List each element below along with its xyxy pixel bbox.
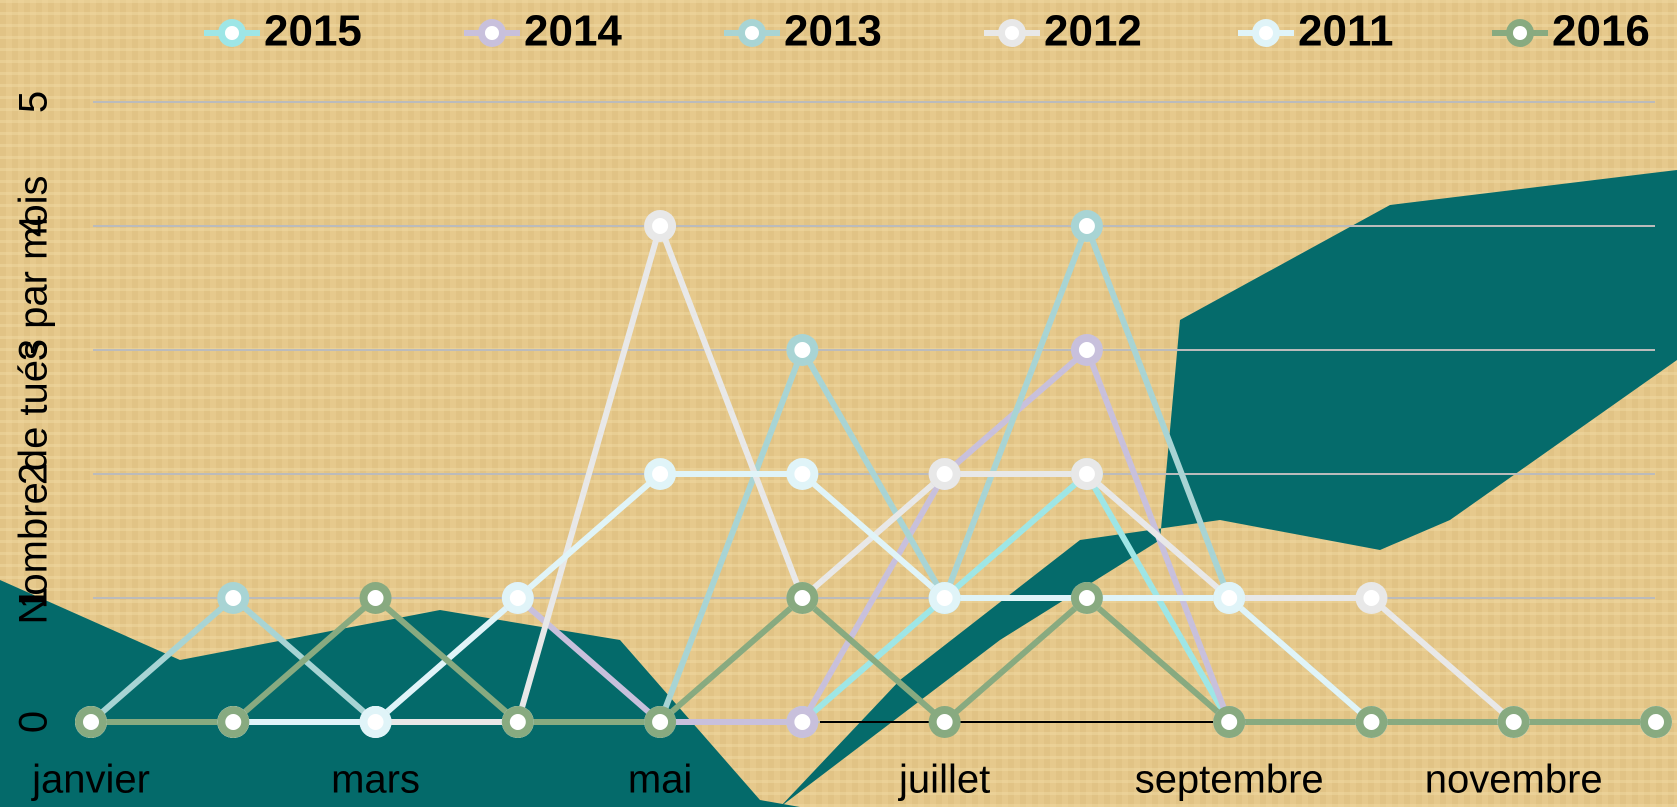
point-center xyxy=(794,466,811,482)
decoration xyxy=(780,170,1677,807)
y-tick-label: 4 xyxy=(12,215,56,237)
point-center xyxy=(1078,466,1095,482)
point-center xyxy=(1221,714,1238,730)
y-tick-label: 1 xyxy=(12,587,56,609)
x-tick-label: juillet xyxy=(898,758,990,802)
legend-label: 2014 xyxy=(524,7,622,56)
legend-label: 2012 xyxy=(1044,7,1142,56)
point-center xyxy=(509,590,526,606)
x-tick-label: septembre xyxy=(1135,758,1324,802)
point-center xyxy=(794,714,811,730)
series-line xyxy=(91,595,1656,725)
legend-marker-center xyxy=(485,26,499,40)
point-center xyxy=(225,590,242,606)
point-center xyxy=(83,714,99,730)
point-center xyxy=(936,590,953,606)
point-center xyxy=(367,714,384,730)
point-center xyxy=(1078,218,1095,234)
point-center xyxy=(225,714,242,730)
legend-label: 2016 xyxy=(1552,7,1650,56)
point-center xyxy=(652,218,669,234)
point-center xyxy=(509,714,526,730)
point-center xyxy=(1648,714,1664,730)
y-tick-label: 2 xyxy=(12,463,56,485)
point-center xyxy=(1363,590,1380,606)
point-center xyxy=(794,590,811,606)
x-tick-label: mars xyxy=(331,758,420,802)
legend-marker-center xyxy=(1005,26,1019,40)
y-tick-label: 5 xyxy=(12,91,56,113)
point-center xyxy=(1363,714,1380,730)
legend-marker-center xyxy=(225,26,239,40)
point-center xyxy=(936,466,953,482)
point-center xyxy=(652,466,669,482)
legend-marker-center xyxy=(1259,26,1273,40)
y-tick-label: 0 xyxy=(12,711,56,733)
x-tick-label: mai xyxy=(628,758,692,802)
x-tick-label: novembre xyxy=(1425,758,1603,802)
point-center xyxy=(1221,590,1238,606)
legend-label: 2015 xyxy=(264,7,362,56)
decoration xyxy=(0,580,800,807)
legend-label: 2011 xyxy=(1298,7,1393,56)
point-center xyxy=(652,714,669,730)
point-center xyxy=(1078,342,1095,358)
legend-marker-center xyxy=(1513,26,1527,40)
legend-label: 2013 xyxy=(784,7,882,56)
point-center xyxy=(367,590,384,606)
point-center xyxy=(794,342,811,358)
y-axis-label: Nombre de tués par mois xyxy=(12,175,56,624)
legend-marker-center xyxy=(745,26,759,40)
point-center xyxy=(936,714,953,730)
point-center xyxy=(1505,714,1522,730)
y-tick-label: 3 xyxy=(12,339,56,361)
point-center xyxy=(1078,590,1095,606)
x-tick-label: janvier xyxy=(31,758,150,802)
